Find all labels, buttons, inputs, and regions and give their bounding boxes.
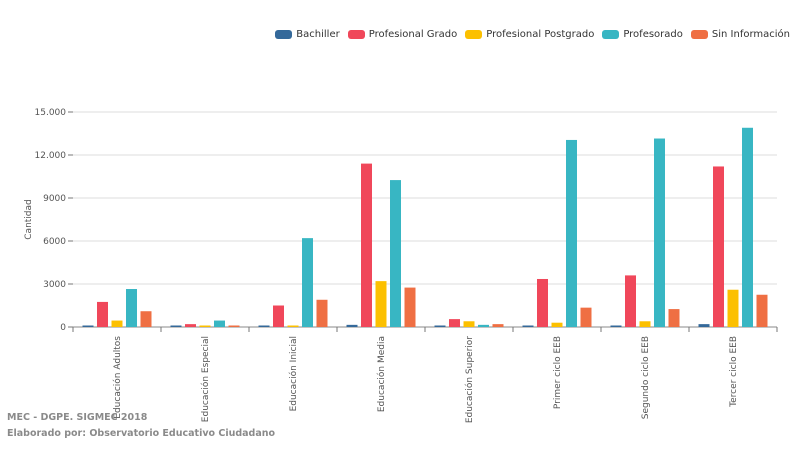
legend-label: Profesional Postgrado (486, 29, 595, 40)
legend-label: Bachiller (296, 29, 340, 40)
legend-item[interactable]: Profesorado (602, 29, 683, 40)
bar-sin-informaci-n (668, 309, 680, 327)
bar-sin-informaci-n (228, 325, 240, 327)
x-category-label: Primer ciclo EEB (553, 336, 563, 409)
bar-bachiller (82, 325, 94, 327)
legend: Bachiller Profesional Grado Profesional Po… (275, 29, 790, 40)
legend-swatch (465, 30, 483, 39)
y-tick-label: 12.000 (35, 151, 67, 161)
legend-item[interactable]: Bachiller (275, 29, 340, 40)
source-note: MEC - DGPE. SIGMEC 2018 (7, 412, 148, 423)
y-tick-label: 15.000 (35, 108, 67, 118)
bar-profesional-postgrado (199, 325, 211, 327)
credit-note: Elaborado por: Observatorio Educativo Ci… (7, 428, 276, 439)
legend-label: Profesional Grado (368, 29, 458, 40)
legend-swatch (602, 30, 620, 39)
y-axis-title: Cantidad (24, 199, 34, 239)
bar-sin-informaci-n (492, 324, 504, 327)
bar-bachiller (698, 324, 710, 327)
bar-sin-informaci-n (404, 287, 416, 327)
bar-profesorado (126, 289, 137, 327)
bar-profesorado (302, 238, 313, 327)
legend-swatch (690, 30, 708, 39)
bar-bachiller (522, 325, 534, 327)
y-tick-label: 6000 (43, 237, 66, 247)
bar-profesional-postgrado (551, 322, 563, 327)
bar-profesorado (214, 320, 225, 327)
bar-profesional-grado (361, 163, 372, 327)
bar-bachiller (170, 325, 182, 327)
bar-profesorado (478, 324, 489, 327)
x-category-label: Segundo ciclo EEB (641, 336, 651, 419)
bar-profesorado (654, 138, 665, 327)
bar-profesional-grado (713, 166, 724, 327)
legend-swatch (347, 30, 365, 39)
bar-profesional-postgrado (111, 320, 123, 327)
legend-item[interactable]: Profesional Grado (347, 29, 458, 40)
bar-profesional-grado (625, 275, 636, 327)
bar-profesorado (390, 180, 401, 327)
bar-profesional-grado (185, 324, 196, 327)
bar-sin-informaci-n (756, 294, 768, 327)
bar-bachiller (346, 324, 358, 327)
bar-profesional-grado (449, 319, 460, 327)
bar-bachiller (434, 325, 446, 327)
bar-profesional-grado (537, 278, 548, 327)
bar-profesorado (742, 127, 753, 328)
legend-swatch (275, 30, 293, 39)
x-category-label: Tercer ciclo EEB (729, 336, 739, 408)
bar-profesional-postgrado (463, 321, 475, 327)
legend-item[interactable]: Profesional Postgrado (465, 29, 594, 40)
bar-profesional-grado (97, 301, 108, 327)
x-category-label: Educación Especial (200, 336, 211, 422)
x-category-label: Educación Adultos (112, 336, 123, 419)
legend-item[interactable]: Sin Información (690, 29, 790, 40)
y-tick-label: 3000 (43, 280, 66, 290)
bar-sin-informaci-n (580, 307, 592, 327)
bar-bachiller (610, 325, 622, 327)
bar-profesional-postgrado (375, 281, 387, 327)
bar-sin-informaci-n (316, 299, 328, 327)
bar-profesional-grado (273, 305, 284, 327)
legend-label: Profesorado (623, 29, 683, 40)
bar-profesional-postgrado (727, 289, 739, 327)
legend-label: Sin Información (711, 29, 790, 40)
x-category-label: Educación Superior (464, 336, 475, 423)
y-tick-label: 0 (60, 323, 66, 333)
bar-profesional-postgrado (639, 321, 651, 327)
x-category-label: Educación Media (376, 336, 387, 412)
bar-sin-informaci-n (140, 311, 152, 327)
bar-profesorado (566, 139, 577, 327)
bar-bachiller (258, 325, 270, 327)
bar-profesional-postgrado (287, 325, 299, 327)
x-category-label: Educación Inicial (288, 336, 299, 411)
y-tick-label: 9000 (43, 194, 66, 204)
